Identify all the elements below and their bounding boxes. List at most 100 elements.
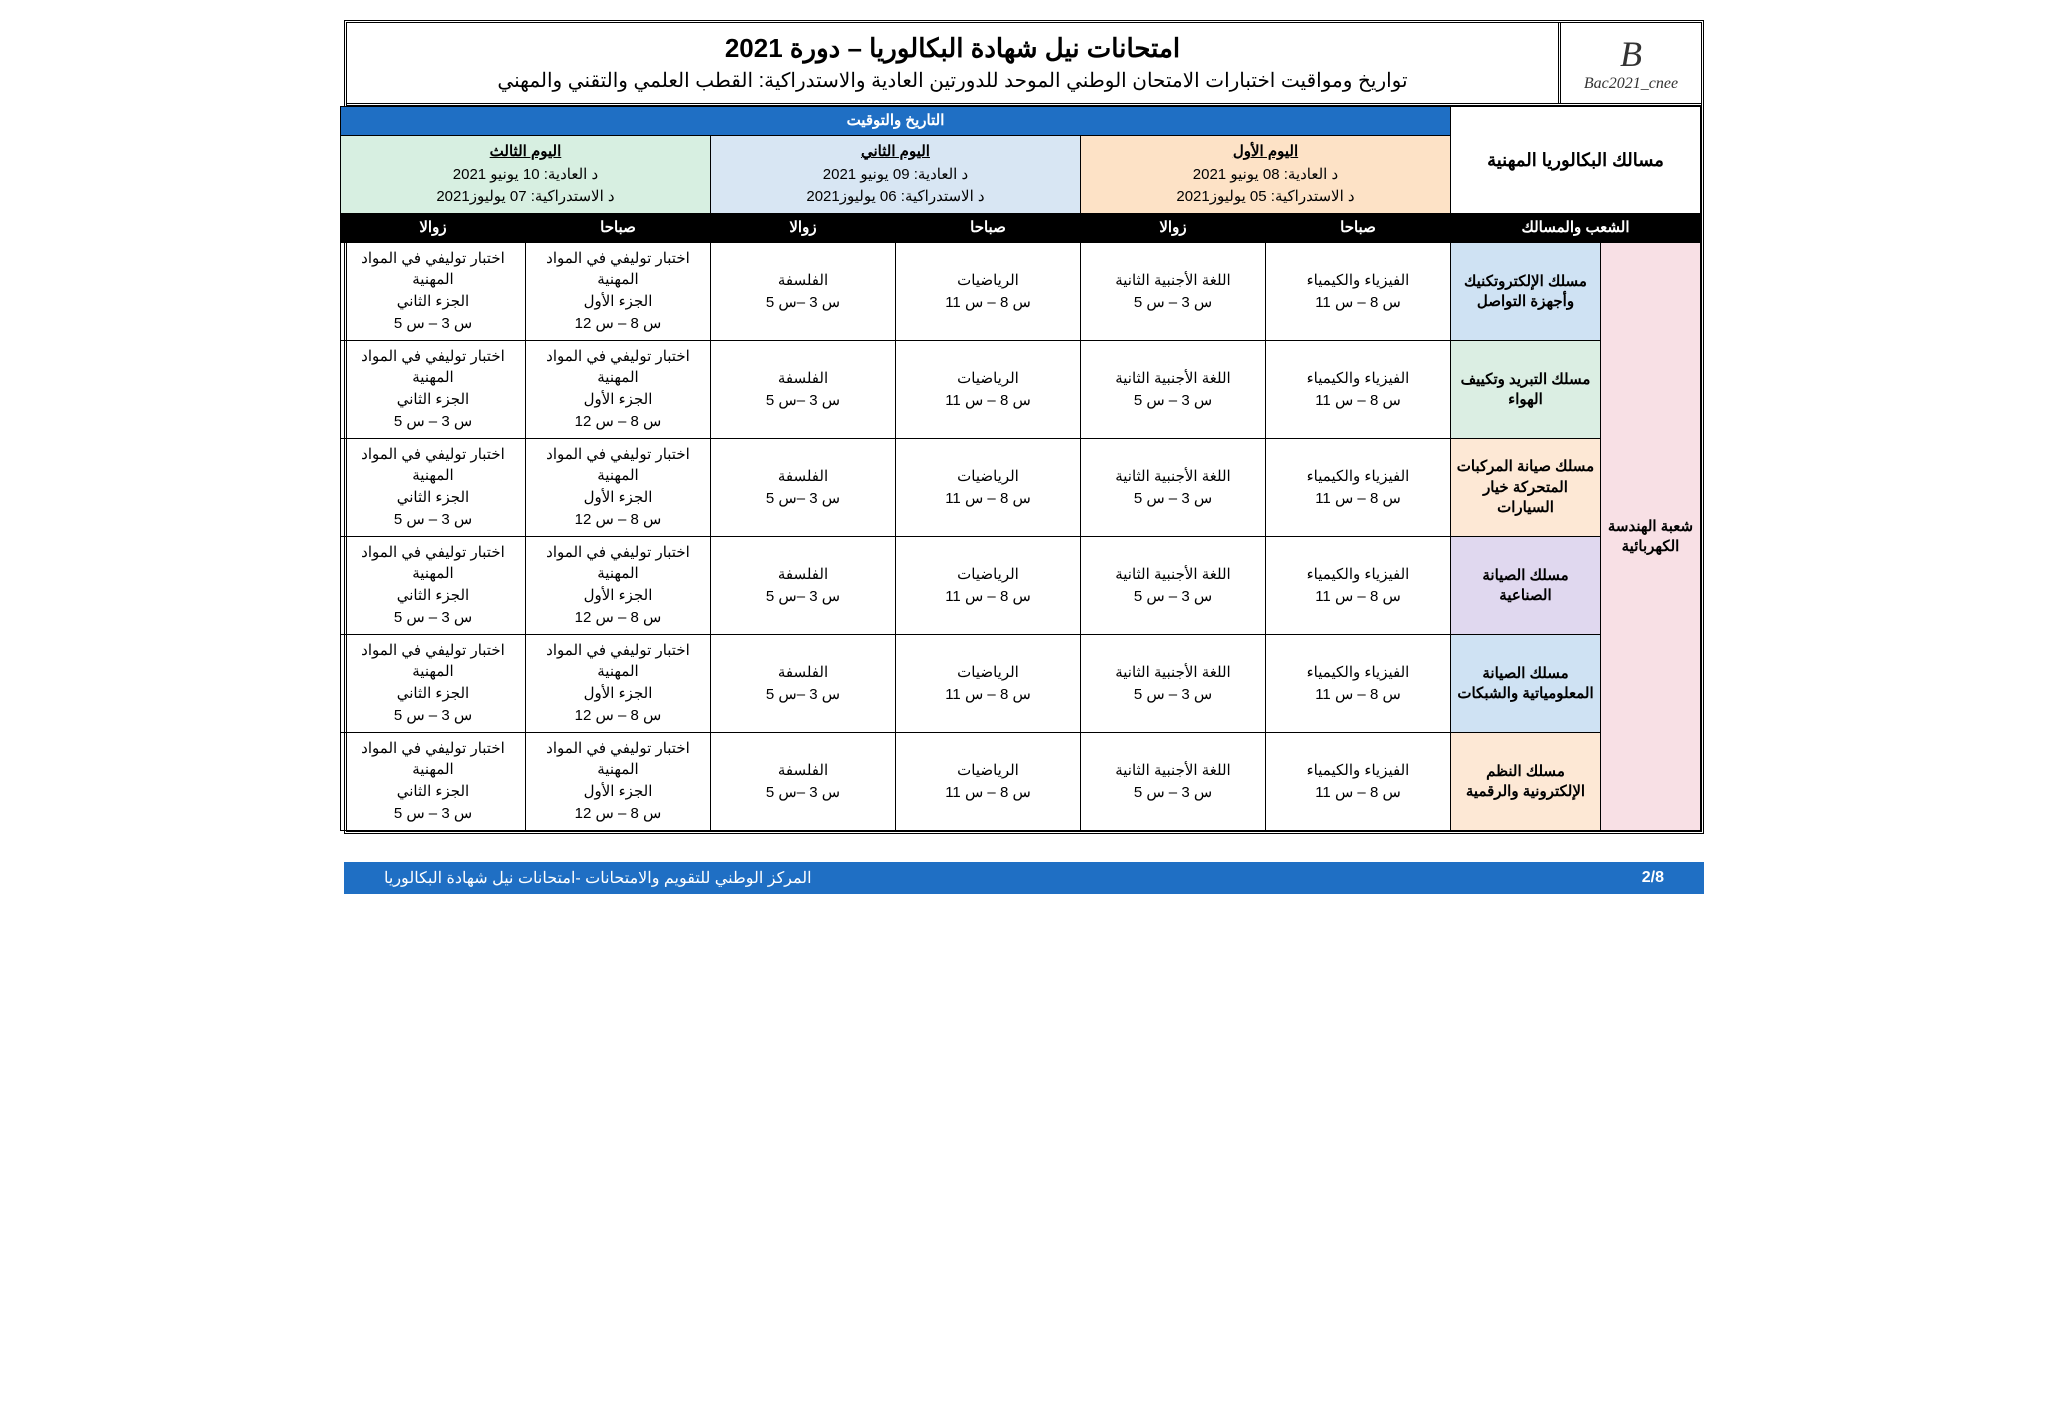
subject-part: الجزء الأول — [530, 390, 706, 410]
subject-name: الرياضيات — [900, 369, 1076, 389]
branch-name: شعبة الهندسة الكهربائية — [1601, 243, 1701, 831]
subject-cell: الفلسفةس 3 –س 5 — [710, 341, 895, 439]
subject-name: اختبار توليفي في المواد المهنية — [530, 543, 706, 584]
table-row: مسلك النظم الإلكترونية والرقميةالفيزياء … — [340, 733, 1700, 831]
subject-cell: اختبار توليفي في المواد المهنيةالجزء الث… — [340, 635, 525, 733]
subject-cell: الفلسفةس 3 –س 5 — [710, 537, 895, 635]
table-row: شعبة الهندسة الكهربائيةمسلك الإلكتروتكني… — [340, 243, 1700, 341]
subject-name: الفيزياء والكيمياء — [1270, 663, 1446, 683]
subject-time: س 3 – س 5 — [345, 510, 521, 530]
subject-cell: الرياضياتس 8 – س 11 — [895, 439, 1080, 537]
subject-cell: الفيزياء والكيمياءس 8 – س 11 — [1265, 733, 1450, 831]
subject-name: الفيزياء والكيمياء — [1270, 467, 1446, 487]
subject-part: الجزء الأول — [530, 684, 706, 704]
page-number: 2/8 — [1642, 869, 1664, 887]
subject-name: اختبار توليفي في المواد المهنية — [530, 445, 706, 486]
d1-afternoon: زوالا — [1080, 214, 1265, 243]
table-row: مسلك الصيانة المعلومياتية والشبكاتالفيزي… — [340, 635, 1700, 733]
subject-time: س 8 – س 11 — [1270, 587, 1446, 607]
subject-time: س 8 – س 11 — [900, 783, 1076, 803]
subject-cell: اللغة الأجنبية الثانيةس 3 – س 5 — [1080, 733, 1265, 831]
subject-name: الفيزياء والكيمياء — [1270, 271, 1446, 291]
table-row: مسلك الصيانة الصناعيةالفيزياء والكيمياءس… — [340, 537, 1700, 635]
subject-cell: الفيزياء والكيمياءس 8 – س 11 — [1265, 635, 1450, 733]
d2-morning: صباحا — [895, 214, 1080, 243]
subject-cell: الرياضياتس 8 – س 11 — [895, 341, 1080, 439]
day-3-remed: د الاستدراكية: 07 يوليوز2021 — [345, 187, 706, 207]
day-3-name: اليوم الثالث — [345, 142, 706, 162]
subject-time: س 8 – س 11 — [1270, 685, 1446, 705]
subject-name: الفيزياء والكيمياء — [1270, 761, 1446, 781]
day-3-head: اليوم الثالث د العادية: 10 يونيو 2021 د … — [340, 136, 710, 214]
subject-time: س 3 –س 5 — [715, 685, 891, 705]
subject-time: س 8 – س 12 — [530, 608, 706, 628]
day-1-head: اليوم الأول د العادية: 08 يونيو 2021 د ا… — [1080, 136, 1450, 214]
subject-time: س 3 – س 5 — [345, 706, 521, 726]
footer: 2/8 المركز الوطني للتقويم والامتحانات -ا… — [344, 862, 1704, 894]
subject-cell: الرياضياتس 8 – س 11 — [895, 635, 1080, 733]
title-line2: تواريخ ومواقيت اختبارات الامتحان الوطني … — [367, 68, 1538, 93]
subject-name: اختبار توليفي في المواد المهنية — [530, 249, 706, 290]
subject-name: اللغة الأجنبية الثانية — [1085, 271, 1261, 291]
subject-name: اختبار توليفي في المواد المهنية — [345, 543, 521, 584]
subject-time: س 8 – س 12 — [530, 412, 706, 432]
row-label: مسلك صيانة المركبات المتحركة خيار السيار… — [1450, 439, 1600, 537]
subject-time: س 3 – س 5 — [1085, 783, 1261, 803]
subject-cell: اللغة الأجنبية الثانيةس 3 – س 5 — [1080, 243, 1265, 341]
period-row: الشعب والمسالك صباحا زوالا صباحا زوالا ص… — [340, 214, 1700, 243]
subject-time: س 8 – س 12 — [530, 706, 706, 726]
subject-part: الجزء الثاني — [345, 782, 521, 802]
subject-time: س 3 – س 5 — [1085, 293, 1261, 313]
subject-cell: اختبار توليفي في المواد المهنيةالجزء الث… — [340, 341, 525, 439]
subject-cell: اختبار توليفي في المواد المهنيةالجزء الث… — [340, 243, 525, 341]
subject-cell: اللغة الأجنبية الثانيةس 3 – س 5 — [1080, 635, 1265, 733]
logo-top: B — [1620, 33, 1642, 75]
subject-name: اختبار توليفي في المواد المهنية — [530, 739, 706, 780]
subject-name: اللغة الأجنبية الثانية — [1085, 663, 1261, 683]
subject-time: س 3 –س 5 — [715, 391, 891, 411]
subject-time: س 3 –س 5 — [715, 489, 891, 509]
subject-time: س 8 – س 11 — [1270, 489, 1446, 509]
subject-time: س 3 –س 5 — [715, 587, 891, 607]
footer-text: المركز الوطني للتقويم والامتحانات -امتحا… — [384, 868, 812, 888]
day-3-normal: د العادية: 10 يونيو 2021 — [345, 165, 706, 185]
day-2-normal: د العادية: 09 يونيو 2021 — [715, 165, 1076, 185]
subject-name: الفلسفة — [715, 663, 891, 683]
row-label: مسلك الصيانة المعلومياتية والشبكات — [1450, 635, 1600, 733]
subject-time: س 3 – س 5 — [1085, 489, 1261, 509]
subject-name: اختبار توليفي في المواد المهنية — [345, 249, 521, 290]
subject-name: الرياضيات — [900, 565, 1076, 585]
subject-cell: اللغة الأجنبية الثانيةس 3 – س 5 — [1080, 341, 1265, 439]
day-2-head: اليوم الثاني د العادية: 09 يونيو 2021 د … — [710, 136, 1080, 214]
subject-time: س 8 – س 11 — [1270, 391, 1446, 411]
subject-name: اختبار توليفي في المواد المهنية — [345, 739, 521, 780]
subject-cell: الرياضياتس 8 – س 11 — [895, 243, 1080, 341]
subject-name: اختبار توليفي في المواد المهنية — [345, 641, 521, 682]
day-1-name: اليوم الأول — [1085, 142, 1446, 162]
subject-time: س 3 – س 5 — [345, 804, 521, 824]
subject-name: الفلسفة — [715, 467, 891, 487]
logo-bottom: Bac2021_cnee — [1584, 75, 1678, 93]
subject-time: س 3 – س 5 — [1085, 685, 1261, 705]
subject-part: الجزء الثاني — [345, 684, 521, 704]
subject-part: الجزء الأول — [530, 488, 706, 508]
subject-time: س 8 – س 11 — [900, 685, 1076, 705]
subject-cell: الفلسفةس 3 –س 5 — [710, 733, 895, 831]
subject-name: اللغة الأجنبية الثانية — [1085, 761, 1261, 781]
subject-name: الفلسفة — [715, 761, 891, 781]
header: B Bac2021_cnee امتحانات نيل شهادة البكال… — [347, 23, 1701, 106]
subject-time: س 3 – س 5 — [345, 314, 521, 334]
subject-time: س 3 – س 5 — [1085, 587, 1261, 607]
subject-part: الجزء الأول — [530, 586, 706, 606]
subject-name: الفلسفة — [715, 565, 891, 585]
subject-name: اختبار توليفي في المواد المهنية — [345, 445, 521, 486]
row-label: مسلك الإلكتروتكنيك وأجهزة التواصل — [1450, 243, 1600, 341]
subject-cell: الفيزياء والكيمياءس 8 – س 11 — [1265, 537, 1450, 635]
subject-name: اختبار توليفي في المواد المهنية — [530, 347, 706, 388]
subject-cell: اللغة الأجنبية الثانيةس 3 – س 5 — [1080, 537, 1265, 635]
date-band-row: مسالك البكالوريا المهنية التاريخ والتوقي… — [340, 107, 1700, 136]
subject-name: الرياضيات — [900, 467, 1076, 487]
subject-time: س 3 – س 5 — [345, 608, 521, 628]
subject-name: الرياضيات — [900, 271, 1076, 291]
subject-time: س 8 – س 11 — [900, 293, 1076, 313]
